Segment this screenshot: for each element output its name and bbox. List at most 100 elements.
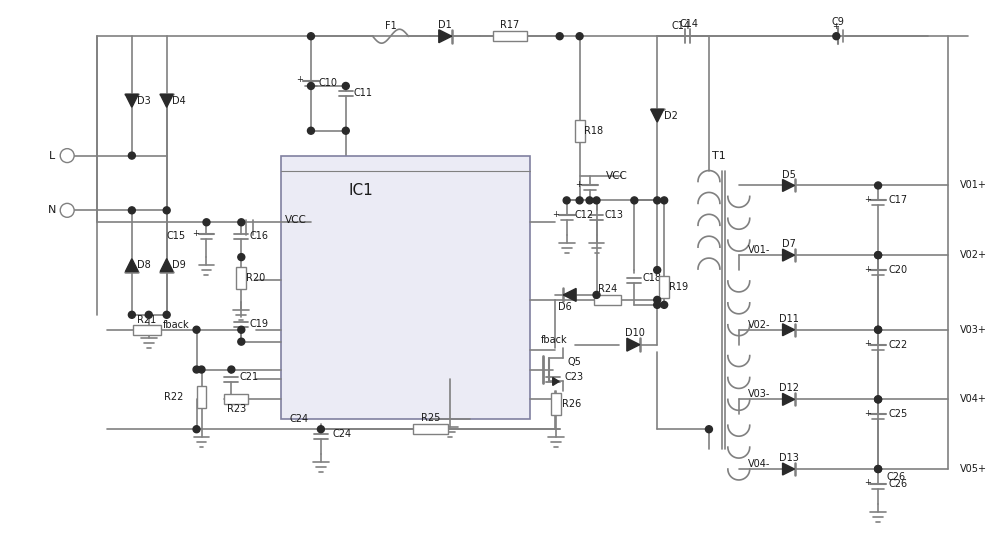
Text: fback: fback — [540, 335, 567, 345]
Polygon shape — [783, 463, 795, 475]
Circle shape — [342, 82, 349, 90]
Polygon shape — [651, 109, 664, 122]
Text: C26: C26 — [886, 472, 905, 482]
Circle shape — [163, 207, 170, 214]
Circle shape — [238, 338, 245, 345]
Polygon shape — [125, 259, 138, 272]
Text: D1: D1 — [438, 20, 452, 30]
Circle shape — [128, 207, 135, 214]
Circle shape — [654, 296, 661, 304]
Bar — [575, 120, 585, 142]
Text: +: + — [864, 339, 871, 348]
Text: +: + — [864, 409, 871, 418]
Text: R20: R20 — [246, 273, 265, 283]
Text: IC1: IC1 — [348, 183, 373, 198]
Circle shape — [556, 33, 563, 40]
Circle shape — [875, 396, 882, 403]
Circle shape — [875, 252, 882, 259]
Circle shape — [128, 152, 135, 159]
Circle shape — [307, 82, 314, 90]
Bar — [281, 155, 530, 419]
Circle shape — [238, 326, 245, 333]
Circle shape — [833, 33, 840, 40]
Text: VCC: VCC — [605, 170, 627, 180]
Circle shape — [238, 254, 245, 260]
Circle shape — [631, 197, 638, 204]
Text: C10: C10 — [319, 78, 338, 88]
Text: V02+: V02+ — [960, 250, 987, 260]
Polygon shape — [160, 259, 173, 272]
Text: D2: D2 — [664, 111, 678, 121]
Text: D9: D9 — [172, 260, 185, 270]
Text: R21: R21 — [137, 315, 156, 325]
Circle shape — [576, 33, 583, 40]
Text: R17: R17 — [500, 20, 520, 30]
Polygon shape — [160, 95, 173, 107]
Circle shape — [875, 466, 882, 472]
Circle shape — [60, 204, 74, 217]
Polygon shape — [439, 30, 452, 43]
Text: C26: C26 — [888, 479, 907, 489]
Circle shape — [238, 219, 245, 226]
Text: D12: D12 — [779, 383, 799, 393]
Circle shape — [875, 326, 882, 333]
Polygon shape — [553, 378, 559, 385]
Circle shape — [586, 197, 593, 204]
Text: Q5: Q5 — [568, 357, 582, 367]
Circle shape — [661, 197, 668, 204]
Polygon shape — [783, 180, 795, 191]
Circle shape — [576, 197, 583, 204]
Text: C11: C11 — [354, 88, 373, 98]
Circle shape — [563, 197, 570, 204]
Text: R23: R23 — [227, 404, 246, 414]
Circle shape — [128, 311, 135, 319]
Text: i: i — [66, 151, 68, 160]
Bar — [659, 276, 669, 298]
Text: fback: fback — [163, 320, 190, 330]
Text: C9: C9 — [832, 17, 845, 27]
Text: R19: R19 — [669, 282, 688, 292]
Polygon shape — [783, 324, 795, 336]
Polygon shape — [783, 393, 795, 405]
Circle shape — [163, 311, 170, 319]
Text: V04-: V04- — [748, 459, 770, 469]
Text: i: i — [66, 206, 68, 215]
Polygon shape — [563, 289, 576, 301]
Bar — [236, 267, 246, 289]
Circle shape — [307, 33, 314, 40]
Text: C15: C15 — [167, 231, 186, 241]
Circle shape — [705, 426, 712, 432]
Circle shape — [342, 127, 349, 134]
Text: C19: C19 — [249, 319, 268, 329]
Text: D6: D6 — [558, 302, 572, 312]
Text: N: N — [48, 205, 56, 215]
Bar — [224, 394, 248, 404]
Text: V03-: V03- — [748, 389, 770, 399]
Circle shape — [193, 326, 200, 333]
Bar — [594, 295, 621, 305]
Text: C14: C14 — [672, 21, 691, 32]
Text: D8: D8 — [137, 260, 151, 270]
Bar — [197, 387, 206, 408]
Bar — [493, 31, 527, 41]
Circle shape — [875, 466, 882, 472]
Circle shape — [193, 426, 200, 432]
Circle shape — [661, 301, 668, 309]
Text: C24: C24 — [333, 429, 352, 439]
Text: D5: D5 — [782, 170, 795, 180]
Text: D11: D11 — [779, 314, 798, 324]
Text: R22: R22 — [164, 393, 183, 403]
Text: C23: C23 — [565, 373, 584, 383]
Text: R25: R25 — [421, 413, 440, 423]
Bar — [551, 393, 561, 415]
Circle shape — [654, 197, 661, 204]
Text: C12: C12 — [575, 210, 594, 220]
Text: D10: D10 — [625, 328, 645, 338]
Text: C17: C17 — [888, 195, 907, 205]
Text: C22: C22 — [888, 340, 907, 349]
Circle shape — [875, 396, 882, 403]
Text: V01-: V01- — [748, 245, 770, 255]
Text: C13: C13 — [604, 210, 623, 220]
Text: V02-: V02- — [747, 320, 770, 330]
Text: +: + — [552, 210, 559, 219]
